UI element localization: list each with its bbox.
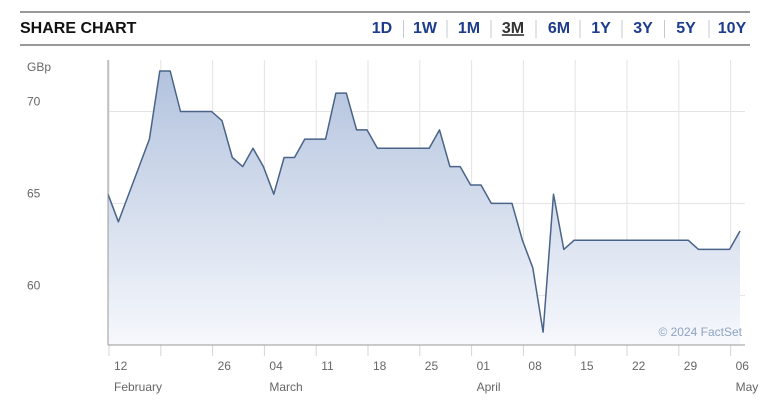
x-tick-label: 04 xyxy=(269,359,283,373)
range-tabs: 1D 1W 1M 3M 6M 1Y 3Y 5Y 10Y xyxy=(372,20,747,38)
x-group-label: March xyxy=(269,380,302,394)
x-group-label: April xyxy=(477,380,501,394)
x-group-label: February xyxy=(114,380,162,394)
x-tick-label: 08 xyxy=(528,359,542,373)
x-tick-label: 29 xyxy=(684,359,698,373)
range-tab[interactable]: 6M xyxy=(548,20,570,37)
price-line xyxy=(107,70,741,333)
x-group-label: May xyxy=(736,380,759,394)
watermark: © 2024 FactSet xyxy=(658,325,742,339)
range-tab[interactable]: 1W xyxy=(413,20,438,37)
y-tick-label: 60 xyxy=(27,279,41,293)
x-tick-label: 11 xyxy=(321,359,334,373)
range-tab[interactable]: 3Y xyxy=(633,20,653,37)
x-tick-label: 18 xyxy=(373,359,387,373)
x-tick-label: 06 xyxy=(736,359,750,373)
x-tick-label: 26 xyxy=(218,359,232,373)
x-tick-label: 15 xyxy=(580,359,594,373)
x-tick-label: 01 xyxy=(477,359,491,373)
y-tick-label: 65 xyxy=(27,187,41,201)
x-tick-label: 22 xyxy=(632,359,646,373)
price-area xyxy=(108,71,740,345)
range-tab[interactable]: 5Y xyxy=(676,20,696,37)
range-tab[interactable]: 10Y xyxy=(718,20,747,37)
widget-title: SHARE CHART xyxy=(20,20,137,37)
range-tab[interactable]: 1M xyxy=(458,20,480,37)
y-tick-label: 70 xyxy=(27,95,41,109)
range-tab[interactable]: 3M xyxy=(502,20,524,37)
y-axis-unit: GBp xyxy=(27,60,51,74)
range-tab[interactable]: 1Y xyxy=(591,20,611,37)
range-tab[interactable]: 1D xyxy=(372,20,392,37)
plot: 60 65 70 GBp 12 26 04 11 18 25 01 08 15 22 29 06 Februar… xyxy=(27,60,758,394)
x-tick-label: 25 xyxy=(425,359,439,373)
x-tick-label: 12 xyxy=(114,359,128,373)
